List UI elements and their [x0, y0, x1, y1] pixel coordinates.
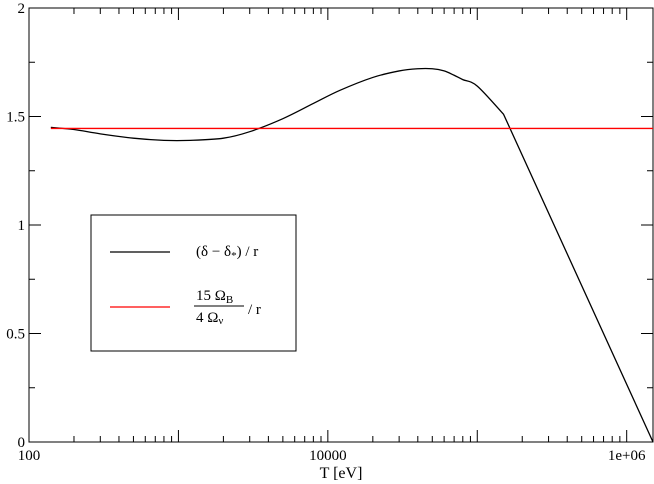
y-tick-label: 0.5 [6, 327, 25, 343]
x-axis-title: T [eV] [320, 465, 363, 482]
y-tick-label: 2 [18, 1, 26, 17]
legend-label-1: (δ − δ*) / r [196, 244, 258, 262]
axis-ticks: 100 10000 1e+06 0 0.5 1 1.5 2 [6, 1, 653, 464]
series-layer [50, 67, 654, 443]
legend: (δ − δ*) / r 15 ΩB 4 Ων / r [90, 214, 297, 352]
legend-label-2-numerator: 15 ΩB [196, 288, 233, 306]
x-tick-label: 100 [18, 448, 41, 464]
x-tick-label: 1e+06 [608, 448, 646, 464]
y-tick-label: 1 [18, 218, 26, 234]
legend-label-2-tail: / r [248, 302, 261, 318]
legend-box [90, 214, 297, 352]
x-tick-label: 10000 [309, 448, 347, 464]
y-tick-label: 0 [18, 435, 26, 451]
legend-label-2-denominator: 4 Ων [196, 310, 223, 327]
y-tick-label: 1.5 [6, 110, 25, 126]
series-line-1 [50, 67, 654, 443]
